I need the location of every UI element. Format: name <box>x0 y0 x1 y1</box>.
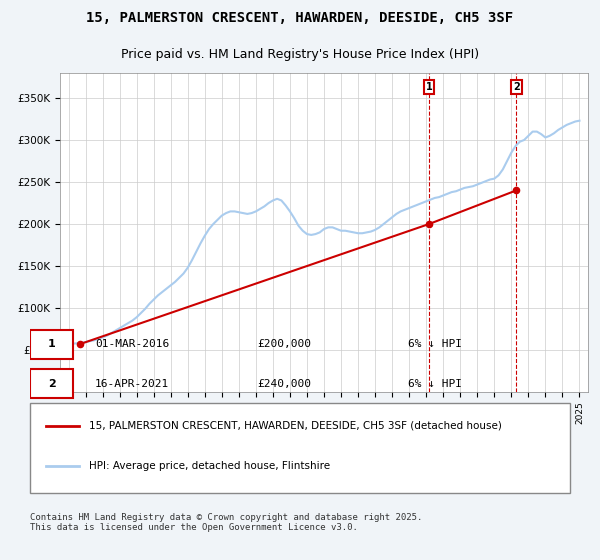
Text: 15, PALMERSTON CRESCENT, HAWARDEN, DEESIDE, CH5 3SF (detached house): 15, PALMERSTON CRESCENT, HAWARDEN, DEESI… <box>89 421 502 431</box>
Text: £240,000: £240,000 <box>257 379 311 389</box>
Text: HPI: Average price, detached house, Flintshire: HPI: Average price, detached house, Flin… <box>89 461 331 471</box>
Text: £200,000: £200,000 <box>257 339 311 349</box>
FancyBboxPatch shape <box>30 368 73 398</box>
Text: Contains HM Land Registry data © Crown copyright and database right 2025.
This d: Contains HM Land Registry data © Crown c… <box>30 513 422 533</box>
Point <box>424 220 434 228</box>
Text: 2: 2 <box>48 379 55 389</box>
Text: 1: 1 <box>426 82 433 92</box>
Text: 6% ↓ HPI: 6% ↓ HPI <box>408 339 462 349</box>
Text: Price paid vs. HM Land Registry's House Price Index (HPI): Price paid vs. HM Land Registry's House … <box>121 48 479 61</box>
Text: 01-MAR-2016: 01-MAR-2016 <box>95 339 169 349</box>
Text: 1: 1 <box>48 339 55 349</box>
Point <box>511 186 521 195</box>
FancyBboxPatch shape <box>30 329 73 358</box>
Point <box>75 339 85 348</box>
Text: 2: 2 <box>513 82 520 92</box>
Text: 6% ↓ HPI: 6% ↓ HPI <box>408 379 462 389</box>
Text: 16-APR-2021: 16-APR-2021 <box>95 379 169 389</box>
Text: 15, PALMERSTON CRESCENT, HAWARDEN, DEESIDE, CH5 3SF: 15, PALMERSTON CRESCENT, HAWARDEN, DEESI… <box>86 11 514 25</box>
FancyBboxPatch shape <box>30 403 570 493</box>
